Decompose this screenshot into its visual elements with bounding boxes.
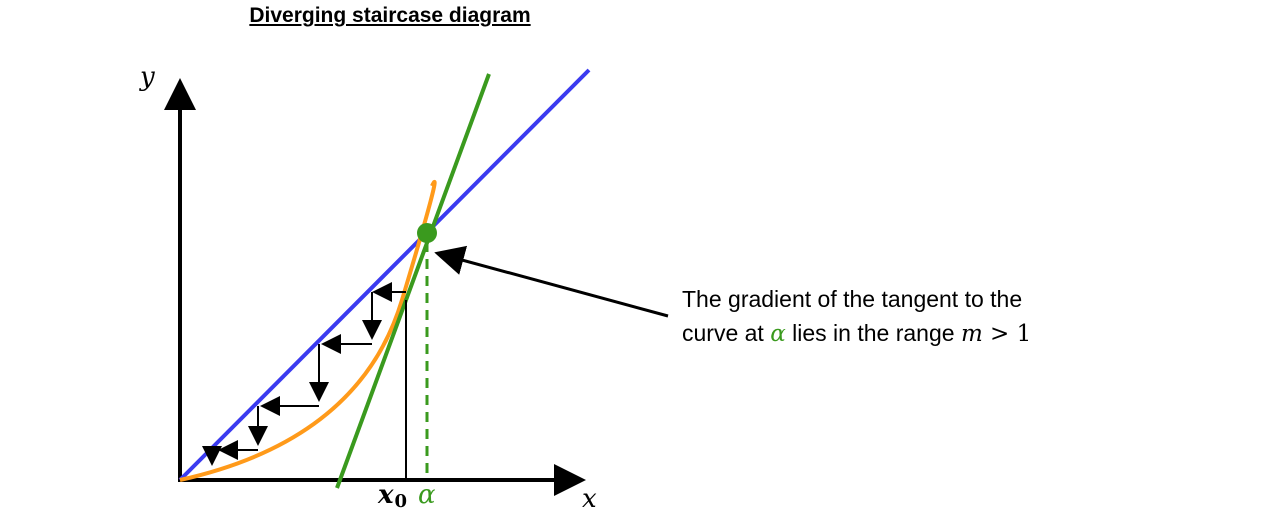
annotation-line-2: curve at α lies in the range m > 1 xyxy=(682,316,1122,351)
annotation-curve-at: curve at xyxy=(682,320,771,346)
staircase xyxy=(202,282,407,480)
annotation-range-text: lies in the range xyxy=(785,320,961,346)
tangent-line xyxy=(335,73,491,489)
annotation-gt-one: > 1 xyxy=(982,321,1032,347)
alpha-label: α xyxy=(418,480,436,510)
y-axis-label: y xyxy=(140,62,155,92)
line-y-equals-x xyxy=(178,68,591,482)
annotation-line-1: The gradient of the tangent to the xyxy=(682,286,1023,312)
diagram-title: Diverging staircase diagram xyxy=(249,4,531,27)
x0-symbol: x xyxy=(378,480,394,510)
gradient-annotation: The gradient of the tangent to the curve… xyxy=(682,282,1122,351)
fixed-point-alpha xyxy=(417,223,437,243)
annotation-m: m xyxy=(960,321,983,347)
x0-subscript: 0 xyxy=(394,491,408,512)
curve xyxy=(179,179,437,482)
annotation-alpha: α xyxy=(770,321,786,347)
annotation-pointer-arrow xyxy=(434,245,669,318)
x-axis-label: x xyxy=(582,484,597,514)
x0-label: x0 xyxy=(378,480,407,512)
